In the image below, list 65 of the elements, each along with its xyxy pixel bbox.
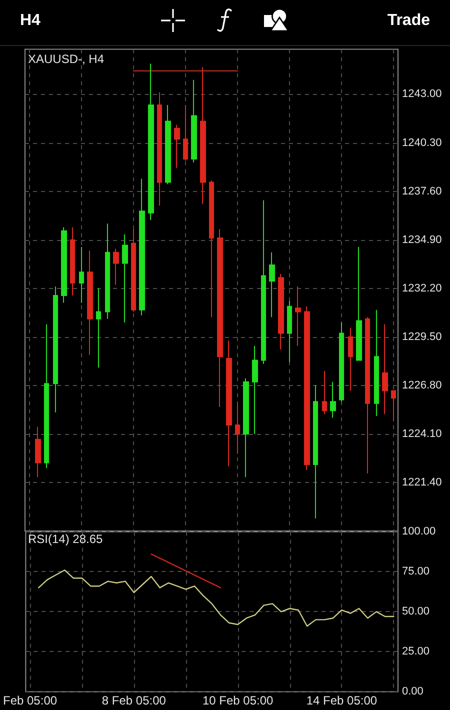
candlestick	[313, 384, 318, 519]
text: Trade	[387, 12, 430, 30]
candlestick	[269, 252, 275, 318]
candlestick	[278, 273, 284, 350]
candlestick	[35, 426, 41, 478]
x-tick-label: 8 Feb 05:00	[102, 694, 166, 708]
candlestick	[287, 300, 292, 363]
candlestick	[391, 390, 396, 422]
candlestick	[139, 178, 145, 316]
candlestick	[70, 226, 75, 296]
candlestick	[252, 345, 258, 434]
y-tick-label: 1224.10	[402, 428, 442, 440]
candlestick	[148, 63, 154, 221]
y-tick-label: 25.00	[402, 646, 430, 658]
candlestick	[79, 246, 84, 304]
candlestick	[183, 104, 188, 162]
y-tick-label: 75.00	[402, 566, 430, 578]
candlestick	[261, 200, 266, 364]
candlestick	[330, 381, 336, 418]
candlestick	[322, 370, 327, 415]
y-tick-label: 1221.40	[402, 476, 442, 488]
candlestick	[44, 324, 49, 469]
candlestick	[61, 226, 67, 304]
candlestick	[200, 66, 206, 204]
candlestick	[209, 180, 214, 318]
line-series	[38, 570, 394, 627]
candlestick	[217, 228, 223, 408]
candlestick	[96, 288, 101, 368]
candlestick	[131, 228, 136, 312]
x-tick-label: 14 Feb 05:00	[306, 694, 378, 708]
y-tick-label: 1232.20	[402, 282, 442, 294]
candlestick	[191, 79, 197, 164]
candlestick	[165, 104, 171, 185]
candlestick	[243, 378, 249, 478]
y-tick-label: 1229.50	[402, 330, 442, 343]
y-tick-label: 0.00	[402, 686, 424, 698]
candlestick	[87, 250, 93, 356]
candlestick	[157, 92, 162, 206]
y-tick-label: 1240.30	[402, 136, 442, 149]
candlestick	[122, 234, 128, 324]
candlestick	[174, 124, 180, 168]
x-tick-label: Feb 05:00	[2, 694, 58, 708]
candlestick	[339, 322, 344, 402]
candlestick	[356, 246, 362, 361]
candlestick	[365, 316, 370, 474]
candlestick	[304, 306, 310, 470]
candlestick	[382, 324, 388, 415]
candlestick	[374, 309, 379, 416]
chart-title: XAUUSD-, H4	[28, 52, 104, 66]
candlestick	[348, 327, 353, 392]
y-tick-label: 100.00	[402, 526, 436, 538]
candlestick	[53, 286, 58, 413]
candlestick	[113, 248, 119, 286]
y-tick-label: 50.00	[402, 606, 430, 618]
candlestick	[295, 286, 301, 346]
y-tick-label: 1234.90	[402, 234, 442, 246]
x-tick-label: 10 Feb 05:00	[202, 694, 274, 708]
candlestick	[226, 340, 232, 467]
y-tick-label: 1237.60	[402, 185, 442, 198]
y-tick-label: 1243.00	[402, 88, 442, 100]
candlestick	[105, 223, 110, 320]
candlestick	[235, 402, 240, 454]
y-tick-label: 1226.80	[402, 379, 442, 392]
text: H4	[20, 12, 40, 30]
chart-title: RSI(14) 28.65	[28, 532, 104, 546]
